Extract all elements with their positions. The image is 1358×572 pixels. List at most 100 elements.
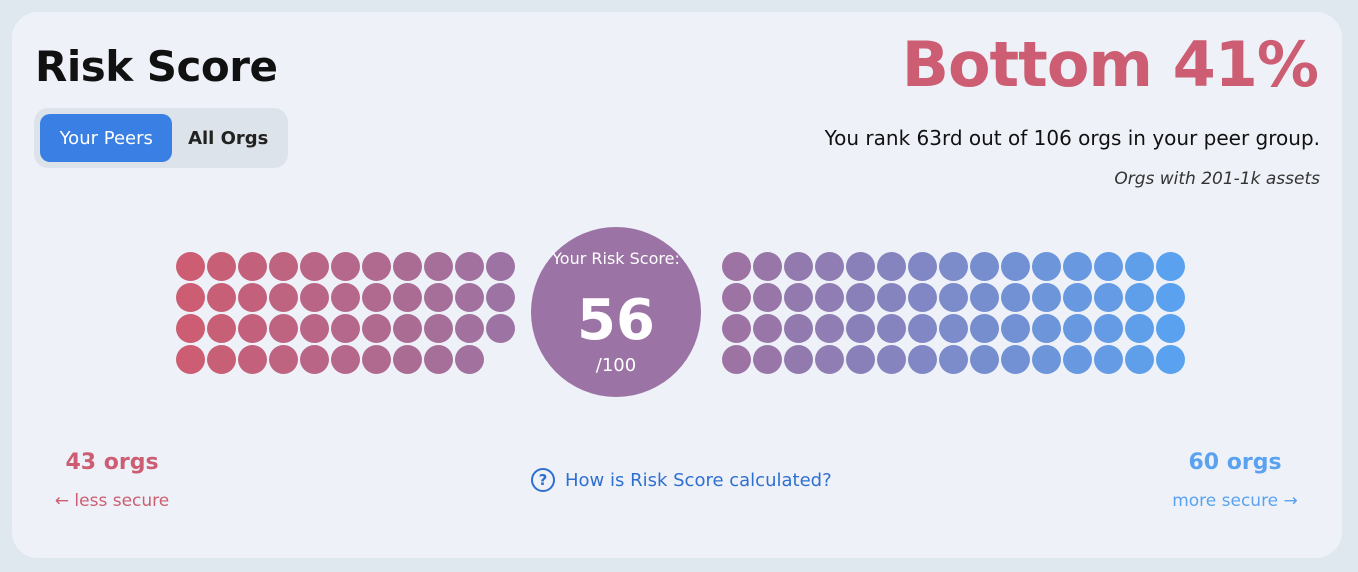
less-secure-org-dot [207,345,236,374]
more-secure-org-dot [877,314,906,343]
more-secure-dots [722,252,1185,374]
more-secure-org-dot [1094,252,1123,281]
less-secure-org-dot [269,283,298,312]
less-secure-org-dot [207,283,236,312]
less-secure-org-dot [455,252,484,281]
less-secure-org-dot [455,283,484,312]
more-secure-org-dot [784,252,813,281]
risk-score-help-link[interactable]: ? How is Risk Score calculated? [531,468,832,492]
more-secure-org-dot [1001,314,1030,343]
more-secure-org-dot [1063,252,1092,281]
more-secure-org-dot [753,283,782,312]
less-secure-org-dot [238,252,267,281]
more-secure-org-dot [722,345,751,374]
score-value: 56 [577,288,655,353]
less-secure-org-dot [331,345,360,374]
less-secure-org-dot [362,345,391,374]
more-secure-org-dot [1032,252,1061,281]
more-secure-org-dot [846,283,875,312]
more-secure-org-dot [908,314,937,343]
more-secure-org-dot [1125,283,1154,312]
more-secure-org-dot [939,252,968,281]
less-secure-org-dot [331,283,360,312]
less-secure-org-dot [486,314,515,343]
more-secure-org-dot [753,314,782,343]
less-secure-org-dot [176,252,205,281]
more-secure-label: more secure → [1172,491,1298,511]
more-secure-org-dot [877,252,906,281]
more-secure-org-dot [722,314,751,343]
more-secure-org-dot [939,283,968,312]
more-secure-org-dot [877,283,906,312]
your-peers-tab[interactable]: Your Peers [40,114,173,162]
more-secure-org-dot [939,345,968,374]
less-secure-org-dot [424,314,453,343]
more-secure-org-dot [908,252,937,281]
question-circle-icon: ? [531,468,555,492]
more-secure-org-dot [784,345,813,374]
less-secure-org-dot [455,345,484,374]
less-secure-org-dot [455,314,484,343]
less-secure-org-dot [331,314,360,343]
more-secure-org-dot [784,314,813,343]
more-secure-org-dot [1063,314,1092,343]
more-secure-org-dot [1001,252,1030,281]
more-secure-org-dot [815,345,844,374]
more-secure-org-dot [1001,283,1030,312]
more-secure-org-dot [1032,345,1061,374]
less-secure-dots [176,252,515,374]
less-secure-org-dot [269,314,298,343]
risk-score-card: Risk Score Your Peers All Orgs Bottom 41… [12,12,1342,558]
more-secure-org-dot [908,345,937,374]
more-secure-org-dot [1125,252,1154,281]
less-secure-org-dot [300,314,329,343]
more-secure-org-dot [908,283,937,312]
less-secure-org-dot [393,314,422,343]
less-secure-org-dot [176,314,205,343]
more-secure-org-dot [846,345,875,374]
more-secure-org-dot [815,252,844,281]
more-secure-org-dot [1156,345,1185,374]
score-max: /100 [595,355,637,376]
more-secure-org-dot [1156,283,1185,312]
less-secure-org-dot [331,252,360,281]
more-secure-org-dot [815,314,844,343]
more-secure-org-dot [1156,252,1185,281]
more-secure-org-dot [753,252,782,281]
more-secure-org-dot [939,314,968,343]
more-secure-org-dot [722,252,751,281]
less-secure-count: 43 orgs [65,450,159,475]
more-secure-org-dot [1156,314,1185,343]
more-secure-count: 60 orgs [1188,450,1282,475]
more-secure-org-dot [970,314,999,343]
less-secure-org-dot [176,283,205,312]
more-secure-org-dot [1032,314,1061,343]
less-secure-org-dot [424,283,453,312]
less-secure-org-dot [362,283,391,312]
all-orgs-tab[interactable]: All Orgs [188,127,269,149]
more-secure-org-dot [1001,345,1030,374]
less-secure-org-dot [238,283,267,312]
less-secure-org-dot [393,283,422,312]
help-link-label: How is Risk Score calculated? [565,469,832,491]
more-secure-org-dot [1063,345,1092,374]
more-secure-org-dot [1094,314,1123,343]
less-secure-org-dot [238,314,267,343]
less-secure-org-dot [393,252,422,281]
more-secure-org-dot [877,345,906,374]
more-secure-org-dot [846,252,875,281]
more-secure-org-dot [1032,283,1061,312]
page-title: Risk Score [35,42,278,91]
less-secure-org-dot [486,345,515,374]
less-secure-org-dot [300,345,329,374]
rank-text: You rank 63rd out of 106 orgs in your pe… [824,126,1320,150]
less-secure-org-dot [269,252,298,281]
score-label: Your Risk Score: [552,249,680,268]
less-secure-org-dot [362,252,391,281]
more-secure-org-dot [815,283,844,312]
more-secure-org-dot [970,345,999,374]
peer-toggle: Your Peers All Orgs [34,108,288,168]
less-secure-org-dot [486,252,515,281]
more-secure-org-dot [784,283,813,312]
more-secure-org-dot [1094,345,1123,374]
